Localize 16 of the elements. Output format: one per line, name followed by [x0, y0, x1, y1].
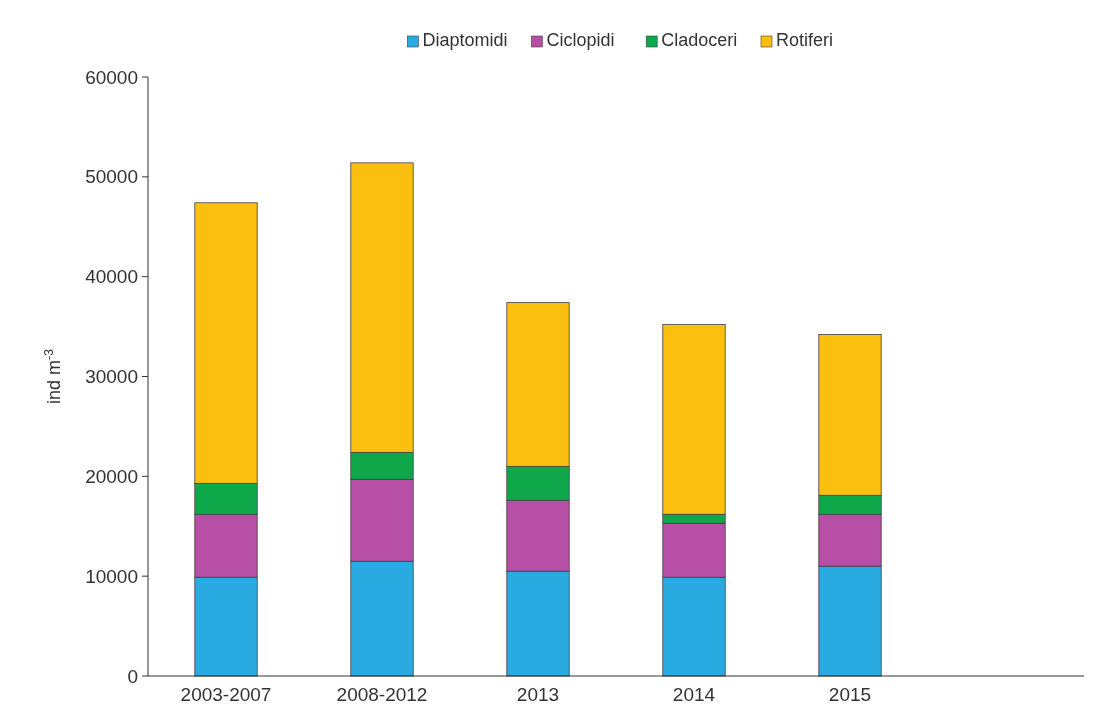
x-tick-label: 2008-2012: [336, 684, 428, 705]
y-tick-label: 0: [127, 665, 138, 687]
y-tick-label: 20000: [85, 465, 138, 487]
legend-label: Cladoceri: [661, 30, 738, 50]
y-tick-label: 60000: [85, 66, 138, 88]
x-tick-label: 2013: [516, 684, 560, 705]
legend-label: Rotiferi: [776, 30, 834, 50]
y-tick-label: 30000: [85, 366, 138, 388]
x-tick-label: 2015: [828, 684, 872, 705]
y-tick-label: 50000: [85, 166, 138, 188]
y-tick-label: 10000: [85, 565, 138, 587]
x-tick-label: 2014: [672, 684, 716, 705]
x-tick-label: 2003-2007: [180, 684, 272, 705]
legend-label: Diaptomidi: [422, 30, 508, 50]
y-tick-label: 40000: [85, 266, 138, 288]
legend-label: Ciclopidi: [546, 30, 615, 50]
